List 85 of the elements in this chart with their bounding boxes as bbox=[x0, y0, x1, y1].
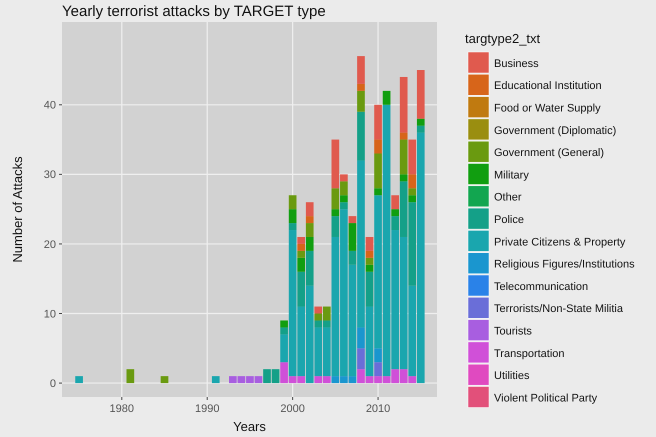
legend-label: Military bbox=[494, 169, 530, 182]
legend-label: Utilities bbox=[494, 370, 530, 382]
bar bbox=[306, 216, 314, 224]
x-axis-title: Years bbox=[233, 419, 266, 434]
bar bbox=[297, 250, 306, 258]
bar bbox=[400, 76, 408, 133]
bar bbox=[366, 264, 374, 272]
y-tick-label: 40 bbox=[44, 100, 56, 112]
bar bbox=[75, 376, 83, 384]
bar bbox=[416, 126, 425, 133]
bar bbox=[374, 153, 382, 188]
chart-title: Yearly terrorist attacks by TARGET type bbox=[62, 3, 326, 20]
bar bbox=[280, 320, 288, 328]
legend-label: Educational Institution bbox=[494, 80, 602, 92]
bar bbox=[357, 84, 365, 91]
bar bbox=[400, 174, 408, 182]
x-tick-label: 2000 bbox=[280, 403, 305, 415]
bar bbox=[306, 202, 314, 216]
legend-label: Food or Water Supply bbox=[494, 102, 602, 114]
bar bbox=[340, 202, 348, 210]
legend-label: Police bbox=[494, 214, 524, 226]
bar bbox=[374, 362, 382, 376]
legend-label: Government (Diplomatic) bbox=[494, 124, 616, 137]
bar bbox=[366, 250, 374, 258]
bar bbox=[382, 90, 390, 105]
bar bbox=[306, 236, 314, 251]
bar bbox=[374, 140, 382, 154]
x-tick-label: 1990 bbox=[194, 403, 220, 415]
y-tick-label: 30 bbox=[44, 169, 56, 182]
legend-label: Tourists bbox=[494, 325, 532, 338]
legend-label: Private Citizens & Property bbox=[494, 236, 626, 248]
bar bbox=[416, 70, 425, 119]
bar bbox=[332, 209, 340, 216]
y-axis-title: Number of Attacks bbox=[10, 156, 25, 263]
bar bbox=[391, 209, 399, 216]
bar bbox=[374, 348, 382, 362]
legend-label: Transportation bbox=[494, 348, 565, 360]
bar bbox=[374, 188, 382, 196]
y-tick-label: 10 bbox=[44, 308, 56, 320]
bar bbox=[400, 140, 408, 174]
bar bbox=[357, 90, 365, 112]
bar bbox=[280, 327, 288, 334]
bar bbox=[408, 195, 416, 202]
bar bbox=[408, 140, 416, 174]
legend-label: Telecommunication bbox=[494, 280, 588, 293]
bar bbox=[297, 236, 306, 244]
bar bbox=[212, 376, 220, 384]
legend-title: targtype2_txt bbox=[465, 31, 541, 46]
bar bbox=[297, 258, 306, 272]
bar bbox=[408, 188, 416, 196]
legend-label: Business bbox=[494, 58, 540, 70]
bar bbox=[357, 327, 365, 348]
legend-label: Other bbox=[494, 192, 522, 204]
x-tick-label: 2010 bbox=[366, 403, 390, 415]
bar bbox=[288, 223, 296, 230]
bar bbox=[366, 258, 374, 265]
bar bbox=[408, 174, 416, 188]
bar bbox=[391, 195, 399, 210]
bar bbox=[332, 216, 340, 237]
y-tick-label: 0 bbox=[50, 378, 56, 390]
x-tick-label: 1980 bbox=[110, 403, 134, 415]
bar bbox=[297, 244, 306, 251]
bar bbox=[340, 195, 348, 202]
bar bbox=[374, 104, 382, 140]
bar bbox=[357, 56, 365, 84]
legend-label: Terrorists/Non-State Militia bbox=[494, 303, 624, 316]
bar bbox=[416, 118, 425, 126]
y-tick-label: 20 bbox=[44, 238, 56, 251]
bar bbox=[348, 223, 356, 251]
bar bbox=[348, 250, 356, 265]
bar bbox=[288, 209, 296, 224]
bar bbox=[126, 369, 134, 384]
legend-label: Religious Figures/Institutions bbox=[494, 258, 636, 271]
bar bbox=[366, 272, 374, 307]
bar bbox=[357, 112, 365, 160]
bar bbox=[314, 306, 322, 314]
bar bbox=[366, 236, 374, 251]
legend-label: Government (General) bbox=[494, 147, 604, 160]
bar bbox=[400, 132, 408, 140]
bar bbox=[357, 348, 365, 370]
bar bbox=[306, 223, 314, 237]
bar bbox=[348, 216, 356, 224]
bar bbox=[160, 376, 168, 384]
bar bbox=[288, 195, 296, 210]
legend-label: Violent Political Party bbox=[494, 392, 598, 404]
